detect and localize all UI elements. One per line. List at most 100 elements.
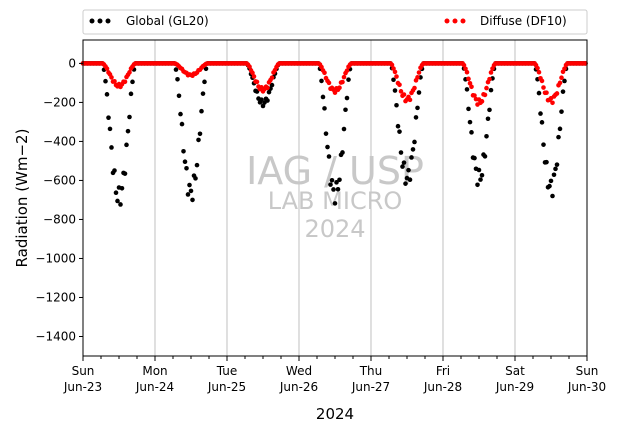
diffuse-point [412,85,417,91]
global-point [488,87,494,93]
diffuse-point [557,80,563,86]
global-point [265,98,270,103]
diffuse-point [247,64,252,69]
diffuse-point [340,79,345,85]
global-point [403,181,408,186]
global-point [328,182,333,187]
x-tick-label-date: Jun-27 [351,380,390,394]
legend-box [82,9,588,35]
global-point [398,150,404,155]
global-point [176,93,182,99]
diffuse-point [398,89,404,94]
global-point [104,92,110,97]
x-axis-ticks: Sun Jun-23 Mon Jun-24 Tue Jun-25 Wed Jun-26 Thu J… [63,356,606,394]
global-point [199,108,204,114]
diffuse-point [487,76,492,82]
global-point [469,130,474,135]
x-tick-label-date: Jun-30 [567,380,606,394]
x-tick-label-date: Jun-25 [207,380,246,394]
diffuse-point [535,65,540,71]
y-tick-label: −200 [43,95,76,109]
global-point [127,114,132,120]
diffuse-point [550,100,555,106]
y-tick-label: −600 [43,173,76,187]
x-axis-title: 2024 [316,405,354,423]
global-point [395,123,401,129]
diffuse-point [332,90,338,95]
global-point [409,155,414,160]
diffuse-point [416,70,422,75]
global-point [337,177,342,183]
x-tick-label-date: Jun-26 [279,380,318,394]
global-point [548,178,554,184]
diffuse-point [466,76,471,82]
global-point [341,126,347,132]
watermark-line-2: LAB MICRO [268,187,403,215]
diffuse-point [467,81,473,86]
global-point [187,182,192,188]
global-point [325,144,330,150]
global-point [410,147,416,152]
diffuse-point [251,74,257,79]
global-point [109,145,114,150]
x-tick-label-day: Thu [359,364,383,378]
y-tick-label: −1000 [35,251,76,265]
x-tick-label-date: Jun-29 [495,380,534,394]
global-point [476,167,482,173]
diffuse-point [250,70,255,76]
global-point [416,90,422,95]
global-point [332,201,338,206]
global-point [320,94,326,100]
global-point [107,126,113,132]
global-point [547,183,552,189]
diffuse-point [109,75,114,80]
global-point [391,77,396,83]
global-point [196,137,201,143]
global-point [323,131,329,136]
x-tick-label-date: Jun-28 [423,380,462,394]
vertical-grid [154,40,516,356]
global-point [266,89,272,95]
global-point [130,79,135,85]
y-tick-label: −1200 [35,290,76,304]
diffuse-point [401,92,407,97]
global-point [334,180,339,185]
global-point [551,172,557,178]
diffuse-point [484,85,489,91]
global-point [335,186,341,192]
global-point [185,192,191,197]
global-point [467,119,473,125]
global-point [260,103,266,109]
diffuse-point [265,85,270,91]
global-point [184,165,189,171]
global-point [190,197,195,203]
global-point [401,160,407,165]
legend-entry-global: Global (GL20) [89,14,209,28]
global-point [464,87,470,92]
global-point [397,129,402,134]
global-point [544,159,549,165]
global-point [407,177,413,183]
diffuse-point [488,70,494,75]
global-point [200,91,206,96]
diffuse-point [472,93,477,98]
global-point [538,111,543,116]
diffuse-point [541,85,546,90]
global-point [484,133,489,139]
global-point [400,164,405,169]
x-tick-label-day: Sun [72,364,95,378]
global-point [394,102,399,108]
global-point [319,78,324,84]
global-point [118,202,123,207]
global-point [562,78,567,84]
global-point [553,166,558,172]
diffuse-series [80,61,588,107]
x-tick-label-day: Tue [216,364,238,378]
diffuse-point [122,79,128,85]
watermark-line-3: 2024 [304,215,365,243]
global-point [112,168,117,173]
global-point [322,106,327,111]
global-point [115,198,120,204]
global-point [412,139,417,145]
